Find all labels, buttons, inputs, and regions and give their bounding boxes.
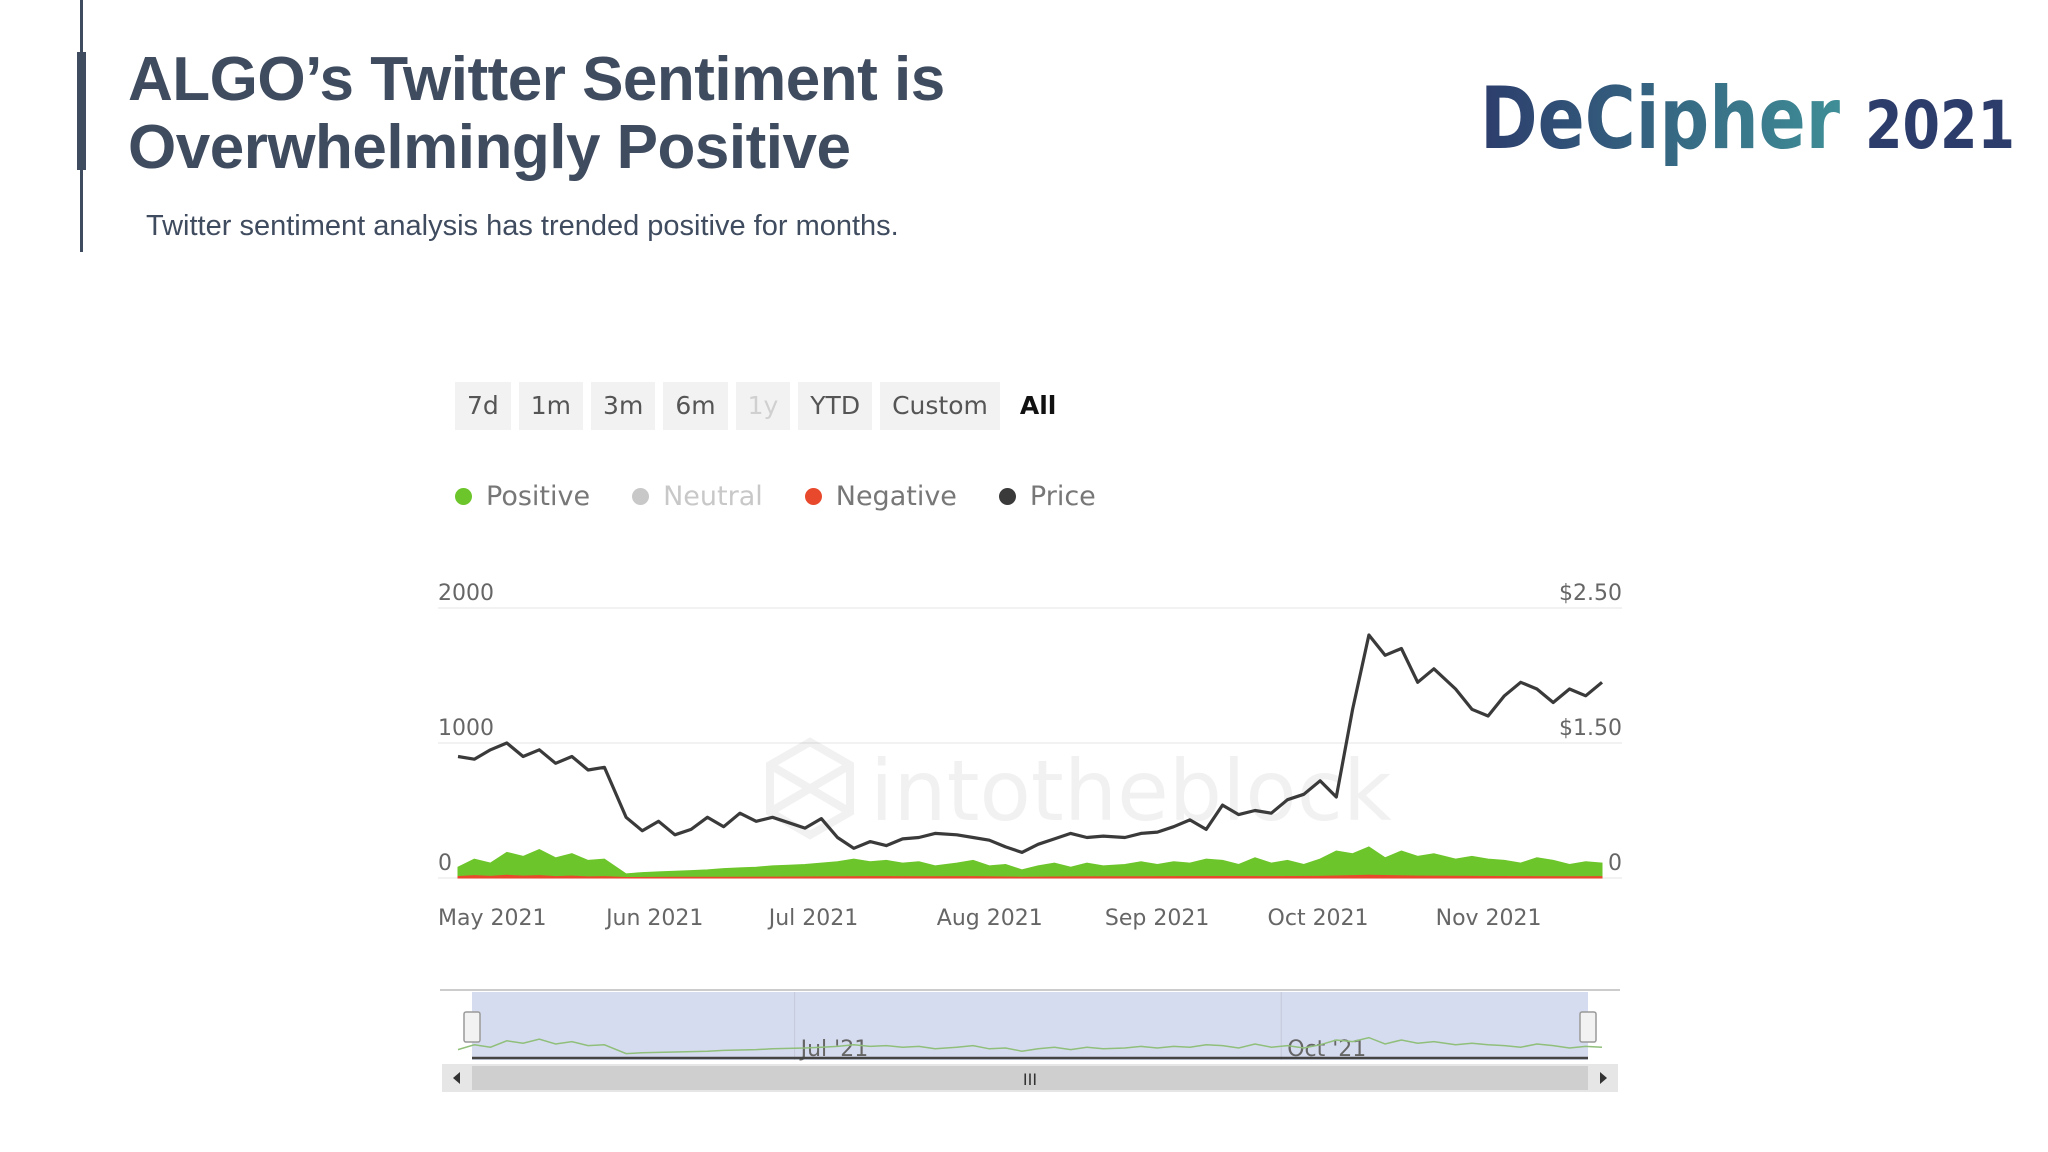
range-selector: 7d 1m 3m 6m 1y YTD Custom All: [455, 382, 1068, 430]
range-button-all[interactable]: All: [1019, 391, 1057, 420]
watermark-text: intotheblock: [870, 742, 1392, 840]
logo-text: DeCipher: [1480, 70, 1840, 169]
range-button-1y[interactable]: 1y: [735, 382, 791, 430]
x-tick-label: Jun 2021: [604, 906, 703, 931]
legend-item-negative[interactable]: Negative: [804, 480, 957, 512]
legend-item-positive[interactable]: Positive: [455, 481, 590, 512]
legend-dot-icon: [632, 487, 650, 505]
slide-title: ALGO’s Twitter Sentiment is Overwhelming…: [128, 46, 945, 182]
y-left-tick-label: 2000: [438, 581, 494, 606]
scrollbar-grip-icon: III: [1023, 1070, 1037, 1089]
scrollbar-thumb[interactable]: [472, 1066, 1588, 1090]
accent-rule-highlight: [77, 52, 86, 170]
chart-legend: Positive Neutral Negative Price: [455, 474, 1096, 518]
range-button-6m[interactable]: 6m: [663, 382, 728, 430]
slide-subtitle: Twitter sentiment analysis has trended p…: [146, 210, 899, 242]
legend-dot-icon: [804, 487, 822, 505]
range-button-7d[interactable]: 7d: [455, 382, 511, 430]
navigator-handle-left[interactable]: [463, 1011, 481, 1043]
legend-label: Positive: [486, 480, 591, 512]
legend-dot-icon: [998, 487, 1016, 505]
y-left-tick-label: 1000: [438, 716, 494, 741]
y-right-tick-label: $2.50: [1559, 581, 1622, 606]
logo-year: 2021: [1865, 87, 2015, 164]
x-tick-label: Jul 2021: [767, 906, 859, 931]
x-tick-label: May 2021: [438, 906, 546, 931]
range-button-1m[interactable]: 1m: [518, 382, 584, 430]
legend-label: Price: [1029, 480, 1096, 512]
range-button-3m[interactable]: 3m: [591, 382, 656, 430]
navigator-handle-right[interactable]: [1579, 1011, 1597, 1043]
watermark: intotheblock: [766, 737, 1392, 840]
title-line-2: Overwhelmingly Positive: [128, 113, 851, 182]
legend-item-price[interactable]: Price: [998, 480, 1096, 512]
watermark-logo-icon: [767, 761, 853, 816]
scroll-left-arrow-icon[interactable]: [453, 1072, 460, 1084]
range-button-ytd[interactable]: YTD: [798, 382, 873, 430]
legend-dot-icon: [455, 487, 472, 505]
legend-label: Neutral: [663, 480, 763, 512]
x-tick-label: Oct 2021: [1268, 906, 1369, 931]
watermark-logo-icon: [766, 737, 854, 840]
sentiment-price-chart: 0 1000 2000 0 $1.50 $2.50 intotheblock May 2021…: [438, 581, 1622, 1092]
series-negative-area: [457, 874, 1603, 879]
decipher-logo: DeCipher 2021: [1480, 70, 2015, 169]
watermark-logo-icon: [767, 761, 853, 816]
legend-label: Negative: [835, 480, 957, 512]
x-tick-label: Aug 2021: [937, 906, 1043, 931]
y-right-tick-label: 0: [1608, 851, 1622, 876]
navigator-selection: [472, 992, 1588, 1060]
series-price-line: [457, 633, 1604, 854]
title-line-1: ALGO’s Twitter Sentiment is: [128, 45, 945, 114]
y-right-tick-label: $1.50: [1559, 716, 1622, 741]
x-tick-label: Nov 2021: [1436, 906, 1542, 931]
navigator-series-line: [457, 1036, 1603, 1055]
scroll-right-arrow-icon[interactable]: [1600, 1072, 1607, 1084]
range-button-custom[interactable]: Custom: [880, 382, 1000, 430]
legend-item-neutral[interactable]: Neutral: [632, 481, 763, 512]
x-tick-label: Sep 2021: [1105, 906, 1209, 931]
y-left-tick-label: 0: [438, 851, 452, 876]
series-positive-area: [457, 846, 1603, 879]
